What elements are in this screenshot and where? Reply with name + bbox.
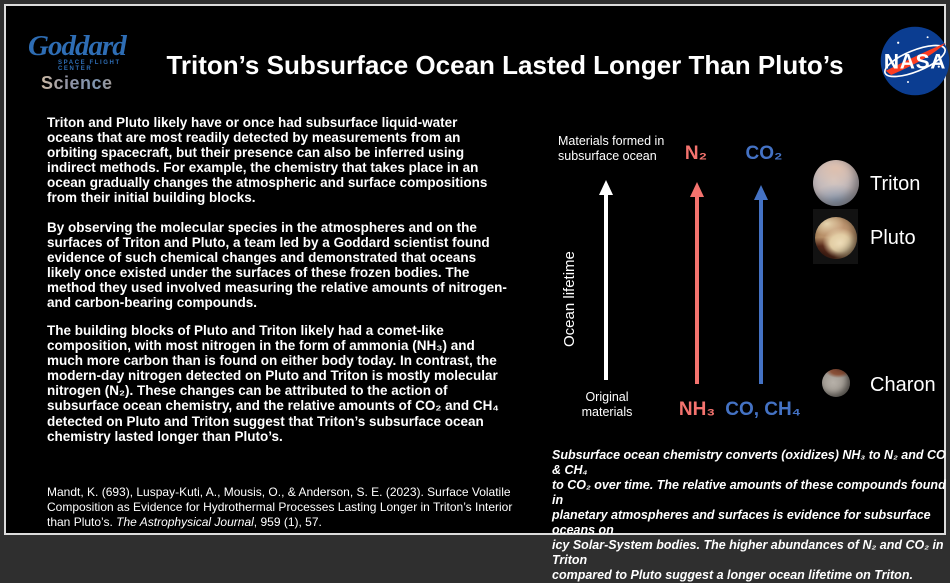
goddard-science-wordmark: Science [41, 73, 153, 94]
page-title: Triton’s Subsurface Ocean Lasted Longer … [166, 50, 844, 80]
arrow-head [599, 180, 613, 195]
materials-formed-label: Materials formed in subsurface ocean [558, 134, 665, 163]
svg-text:NASA: NASA [884, 51, 946, 74]
citation-issue: , 959 (1), 57. [253, 515, 322, 529]
triton-label: Triton [870, 173, 921, 195]
citation: Mandt, K. (693), Luspay-Kuti, A., Mousis… [47, 485, 527, 530]
ocean-lifetime-axis-label: Ocean lifetime [561, 251, 578, 347]
original-materials-label: Original materials [581, 390, 633, 419]
carbon-conversion-arrow-icon [754, 185, 768, 384]
slide-frame: Goddard SPACE FLIGHT CENTER Science Trit… [4, 4, 950, 582]
nh3-label: NH₃ [678, 399, 716, 420]
goddard-logo: Goddard SPACE FLIGHT CENTER Science [28, 32, 153, 94]
triton-image [813, 160, 859, 206]
figure-caption: Subsurface ocean chemistry converts (oxi… [552, 448, 946, 582]
paragraph-method: By observing the molecular species in th… [47, 220, 507, 311]
charon-label: Charon [870, 374, 936, 396]
paragraph-intro: Triton and Pluto likely have or once had… [47, 115, 488, 206]
arrow-shaft [694, 196, 700, 384]
arrow-shaft [758, 199, 764, 384]
arrow-shaft [603, 194, 609, 380]
arrow-head [690, 182, 704, 197]
pluto-label: Pluto [870, 227, 916, 249]
paragraph-findings: The building blocks of Pluto and Triton … [47, 323, 499, 444]
nasa-meatball-icon: NASA [880, 26, 950, 96]
ocean-lifetime-arrow-icon [599, 180, 613, 380]
slide: Goddard SPACE FLIGHT CENTER Science Trit… [12, 12, 950, 582]
arrow-head [754, 185, 768, 200]
co-ch4-label: CO, CH₄ [725, 399, 801, 420]
charon-image [822, 369, 850, 397]
pluto-image [815, 217, 857, 259]
nitrogen-conversion-arrow-icon [690, 182, 704, 384]
citation-journal: The Astrophysical Journal [116, 515, 254, 529]
n2-label: N₂ [684, 143, 708, 164]
co2-label: CO₂ [745, 143, 783, 164]
goddard-wordmark: Goddard [28, 30, 127, 62]
goddard-subtitle: SPACE FLIGHT CENTER [58, 60, 121, 72]
citation-authors: Mandt, K. (693), Luspay-Kuti, A., Mousis… [47, 485, 513, 529]
